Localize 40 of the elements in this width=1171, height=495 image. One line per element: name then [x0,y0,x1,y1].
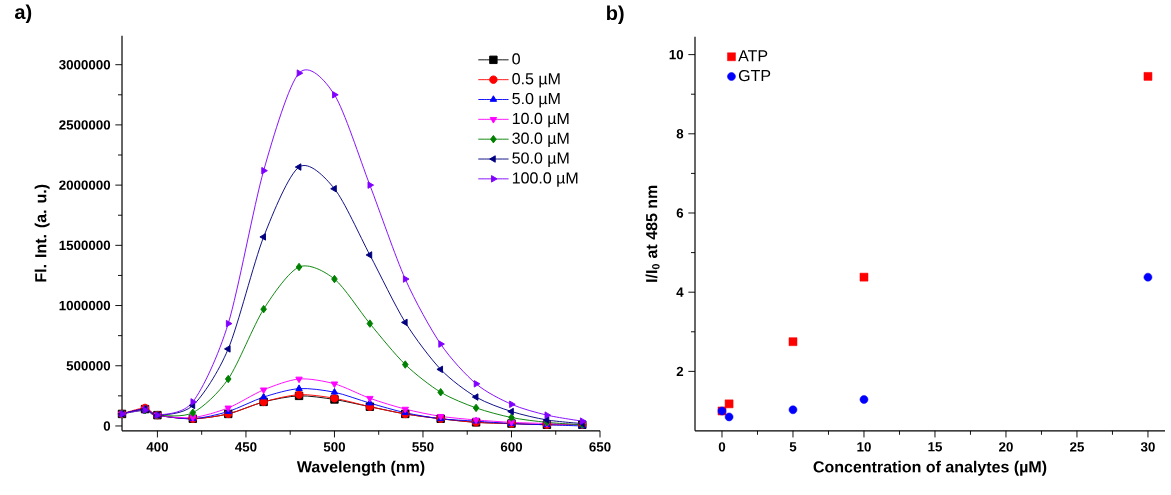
x-tick-label: 600 [500,442,523,452]
y-tick-label: 0 [103,421,111,431]
legend-label: GTP [738,70,771,82]
legend-label: 0.5 µM [512,73,560,88]
y-tick-label: 2500000 [59,120,111,130]
x-tick-label: 10 [857,442,871,452]
x-tick-label: 15 [928,442,943,452]
x-tick-label: 5 [789,442,797,452]
legend-label: 50.0 µM [512,152,569,168]
y-tick-label: 10 [669,50,684,60]
x-tick-label: 30 [1140,442,1155,452]
x-tick-label: 25 [1070,442,1085,452]
y-tick-label: 2 [676,366,684,377]
legend-label: 5.0 µM [512,93,560,108]
x-tick-label: 450 [235,442,257,452]
y-tick-label: 8 [676,129,684,139]
chart-title: b) [607,5,624,25]
x-tick-label: 500 [323,442,346,452]
x-axis-title: Wavelength (nm) [296,460,425,476]
y-tick-label: 500000 [66,361,111,371]
x-tick-label: 550 [412,442,434,452]
x-tick-label: 20 [999,442,1013,452]
x-tick-label: 650 [589,442,611,452]
legend-label: 30.0 µM [512,132,569,148]
legend-label: 10.0 µM [512,112,569,128]
legend-label: 100.0 µM [512,172,578,187]
y-tick-label: 2000000 [59,180,111,190]
chart-title: a) [14,4,32,24]
y-axis-title: Fl. Int. (a. u.) [34,184,50,282]
x-tick-label: 0 [718,442,726,452]
legend-label: ATP [738,50,768,62]
x-axis-title: Concentration of analytes (µM) [813,460,1047,476]
y-tick-label: 1000000 [59,300,111,311]
legend-label: 0 [512,53,520,65]
y-axis-title: I/I$_{0}$ at 485 nm [645,185,660,282]
x-tick-label: 400 [146,442,168,452]
y-tick-label: 4 [676,287,684,297]
y-tick-label: 1500000 [59,240,111,251]
y-tick-label: 6 [676,208,684,218]
y-tick-label: 3000000 [59,60,111,70]
